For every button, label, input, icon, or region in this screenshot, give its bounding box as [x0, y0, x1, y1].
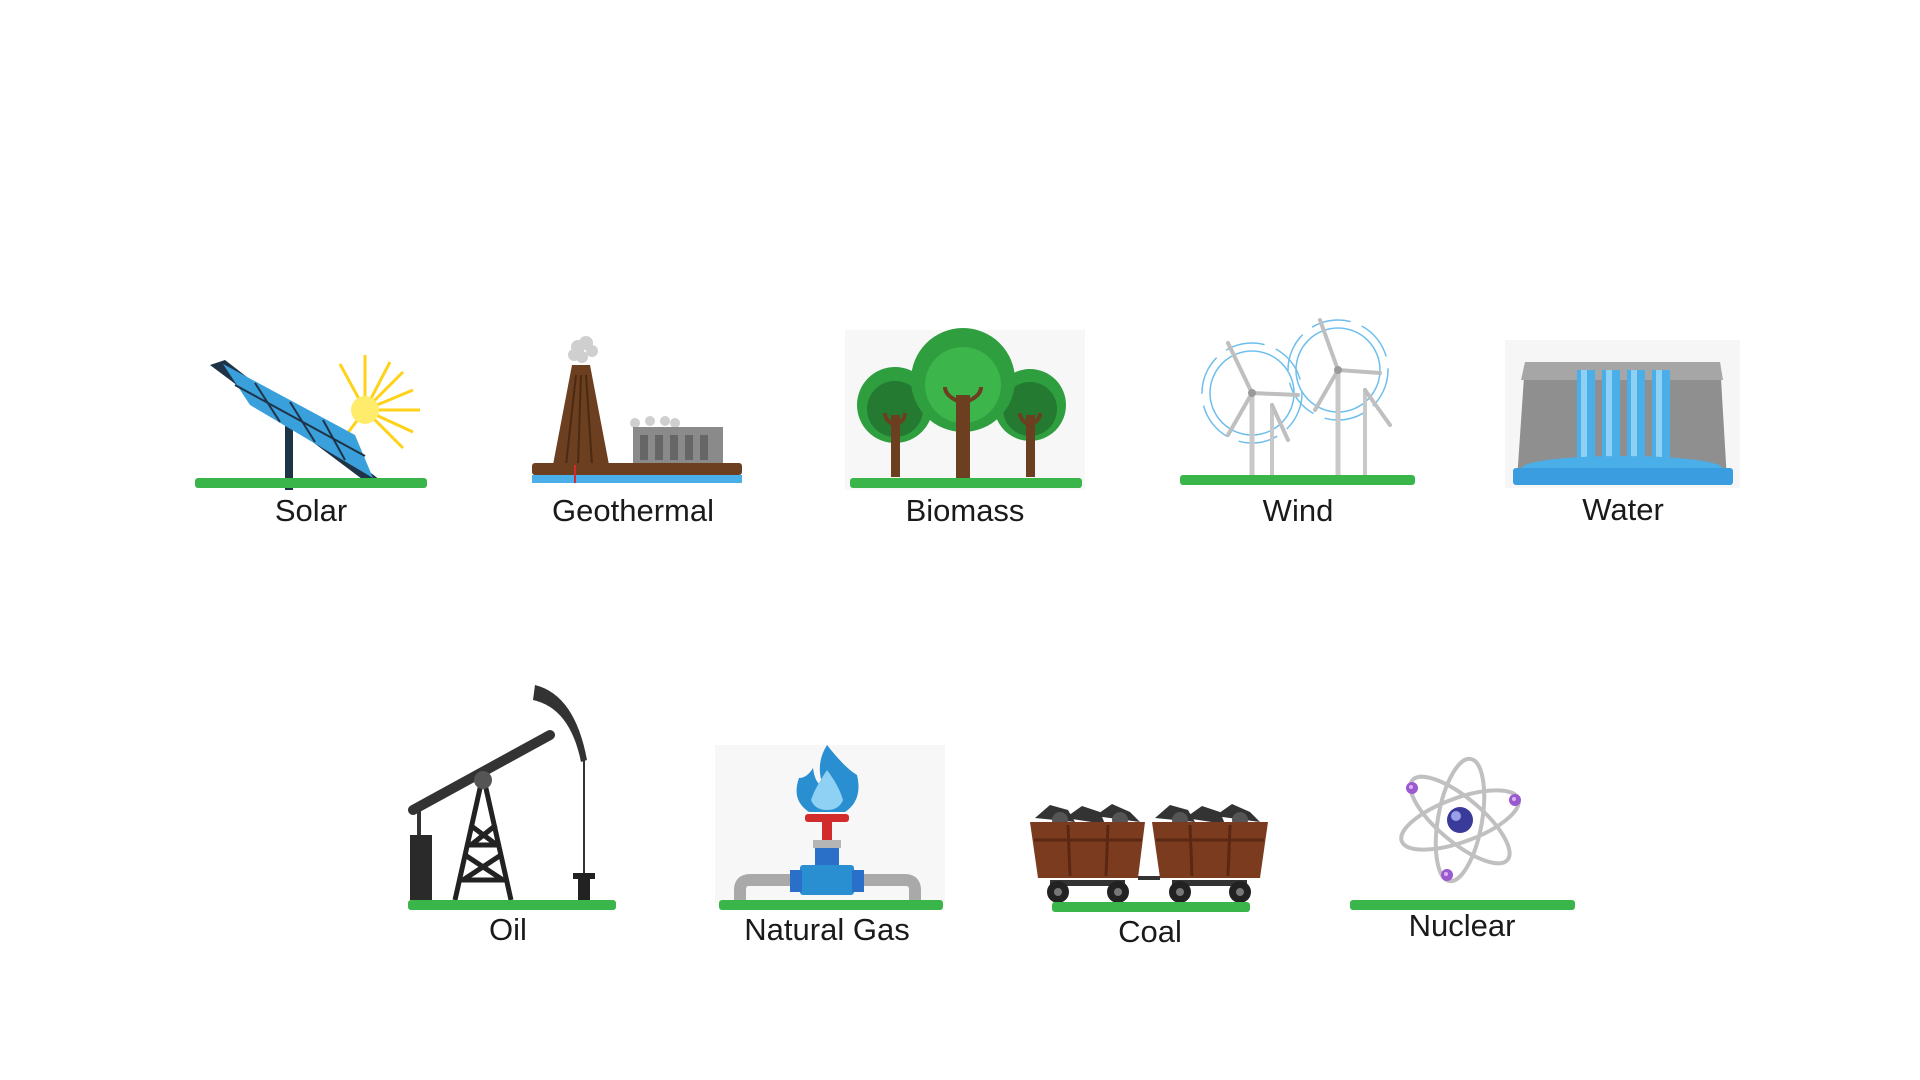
source-oil: Oil — [405, 680, 625, 950]
geothermal-plant-icon — [532, 336, 742, 483]
source-nuclear: Nuclear — [1345, 755, 1575, 950]
ground-bar — [1052, 902, 1250, 912]
label-coal: Coal — [1118, 914, 1182, 949]
hydro-dam-icon — [1505, 340, 1740, 488]
oil-pumpjack-icon — [408, 685, 595, 901]
ground-bar — [719, 900, 943, 910]
source-water: Water — [1505, 340, 1740, 530]
label-nuclear: Nuclear — [1408, 908, 1516, 943]
atom-icon — [1399, 756, 1521, 884]
ground-bar — [850, 478, 1082, 488]
ground-bar — [408, 900, 616, 910]
wind-turbines-icon — [1201, 318, 1392, 478]
source-solar: Solar — [195, 350, 435, 530]
solar-panel-icon — [210, 355, 420, 490]
label-wind: Wind — [1262, 493, 1334, 528]
label-geothermal: Geothermal — [552, 493, 714, 528]
source-biomass: Biomass — [845, 325, 1085, 530]
coal-carts-icon — [1030, 804, 1268, 903]
ground-bar — [1180, 475, 1415, 485]
gas-valve-flame-icon — [715, 745, 945, 903]
label-oil: Oil — [489, 912, 527, 947]
label-water: Water — [1582, 492, 1664, 527]
ground-bar — [195, 478, 427, 488]
source-wind: Wind — [1180, 315, 1420, 530]
source-geothermal: Geothermal — [530, 335, 745, 530]
trees-icon — [845, 328, 1085, 490]
label-solar: Solar — [274, 493, 348, 528]
source-coal: Coal — [1030, 800, 1270, 950]
source-natural-gas: Natural Gas — [715, 740, 945, 950]
label-natural-gas: Natural Gas — [744, 912, 910, 947]
ground-bar — [1350, 900, 1575, 910]
label-biomass: Biomass — [905, 493, 1025, 528]
